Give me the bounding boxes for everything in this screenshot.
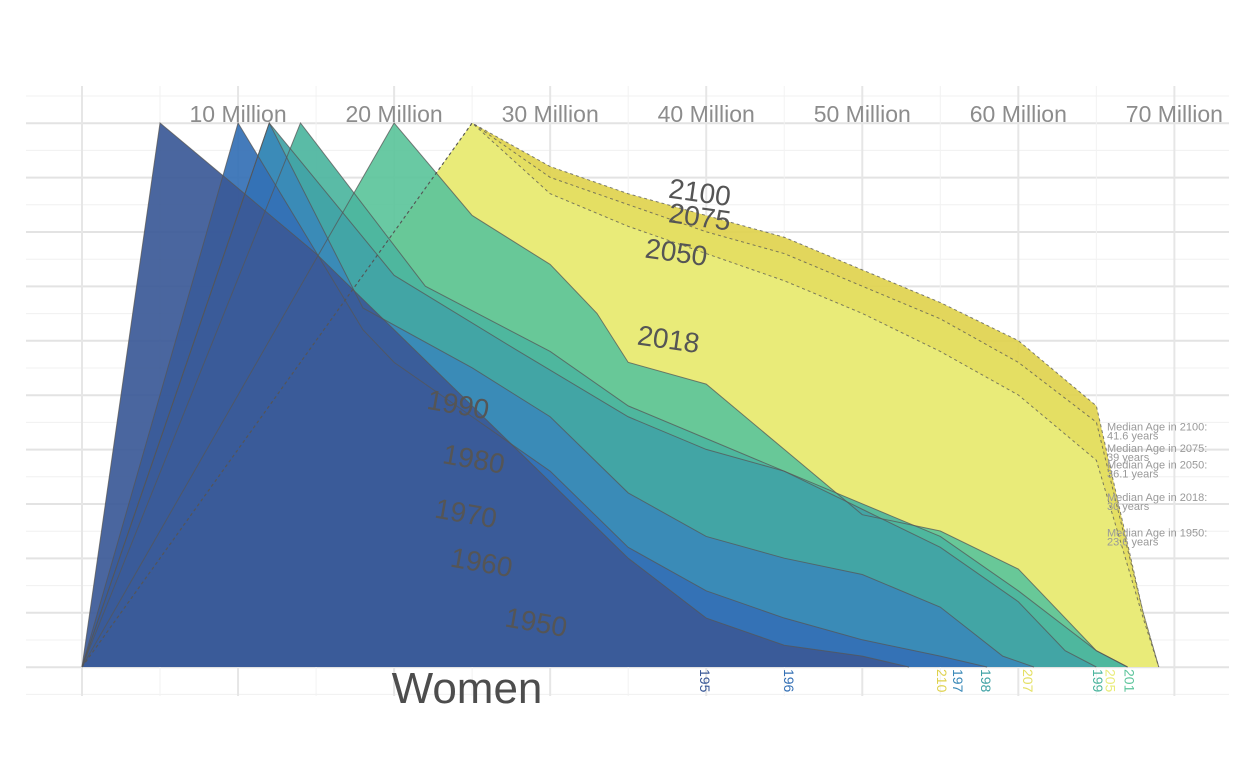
bottom-year-label: 195 <box>697 669 713 693</box>
x-tick-label: 20 Million <box>346 101 443 127</box>
bottom-year-label: 199 <box>1090 669 1106 693</box>
line-2018 <box>81 122 1128 668</box>
x-tick-label: 40 Million <box>658 101 755 127</box>
line-1960 <box>81 121 988 668</box>
line-2075 <box>81 122 1160 668</box>
median-age-value: 41.6 years <box>1107 430 1159 442</box>
bottom-year-label: 198 <box>978 669 994 693</box>
median-age-value: 30 years <box>1107 501 1150 513</box>
bottom-year-label: 196 <box>781 669 797 693</box>
bottom-year-label: 197 <box>950 669 966 693</box>
line-1990 <box>81 121 1128 668</box>
line-2100 <box>81 122 1160 668</box>
text-layer: 10 Million 20 Million 30 Million 40 Million… <box>189 101 1222 693</box>
x-tick-label: 30 Million <box>502 101 599 127</box>
median-age-label: Median Age in 2018: <box>1107 492 1207 504</box>
line-1970 <box>81 121 1035 668</box>
area-1950 <box>82 123 910 667</box>
x-tick-label: 70 Million <box>1126 101 1223 127</box>
median-age-value: 36.1 years <box>1107 468 1159 480</box>
median-age-value: 23.6 years <box>1107 536 1159 548</box>
bottom-year-label: 210 <box>934 669 950 693</box>
bottom-year-label: 201 <box>1121 669 1137 693</box>
facet-label: Women <box>392 664 543 713</box>
line-2050 <box>81 122 1160 668</box>
x-tick-label: 10 Million <box>189 101 286 127</box>
line-layer <box>81 121 1160 668</box>
line-1980 <box>81 121 1097 668</box>
median-age-label: Median Age in 2050: <box>1107 459 1207 471</box>
x-tick-label: 50 Million <box>814 101 911 127</box>
median-age-value: 39 years <box>1107 452 1150 464</box>
x-tick-label: 60 Million <box>970 101 1067 127</box>
bottom-year-label: 207 <box>1020 669 1036 693</box>
median-age-label: Median Age in 1950: <box>1107 527 1207 539</box>
median-age-label: Median Age in 2075: <box>1107 443 1207 455</box>
bottom-year-label: 205 <box>1103 669 1119 693</box>
median-age-label: Median Age in 2100: <box>1107 421 1207 433</box>
